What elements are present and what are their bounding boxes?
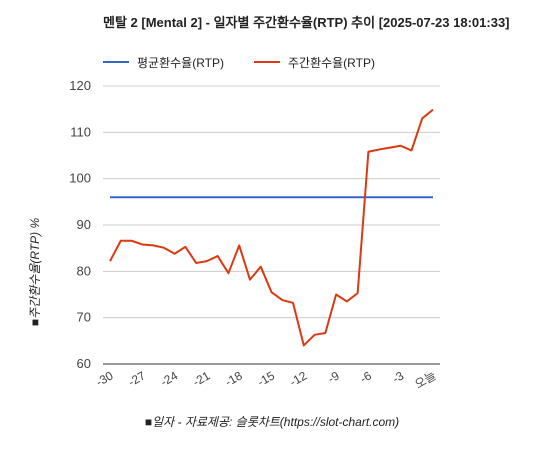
series-line-weekly-rtp[interactable] [109, 108, 434, 347]
y-tick-label: 70 [77, 310, 91, 325]
x-tick-label: -3 [390, 368, 407, 386]
y-tick-label: 90 [77, 217, 91, 232]
x-tick-label: 오늘 [412, 368, 438, 391]
y-axis-label: ■주간환수율(RTP) % [28, 218, 42, 327]
x-tick-label: -24 [158, 368, 180, 389]
legend-item-weekly[interactable]: 주간환수율(RTP) [253, 54, 375, 71]
y-tick-label: 120 [69, 78, 91, 93]
y-tick-label: 100 [69, 171, 91, 186]
legend-swatch-weekly [253, 61, 280, 63]
y-tick-label: 110 [70, 124, 91, 139]
x-tick-label: -15 [255, 368, 277, 389]
legend: 평균환수율(RTP) 주간환수율(RTP) [103, 53, 405, 71]
legend-label-average: 평균환수율(RTP) [137, 55, 224, 70]
legend-item-average[interactable]: 평균환수율(RTP) [103, 54, 224, 71]
x-tick-label: -30 [93, 368, 115, 389]
legend-swatch-average [103, 61, 129, 63]
x-tick-label: -12 [287, 368, 309, 389]
chart-title: 멘탈 2 [Mental 2] - 일자별 주간환수율(RTP) 추이 [202… [103, 15, 510, 30]
x-tick-label: -27 [126, 368, 148, 389]
y-tick-label: 60 [77, 356, 91, 371]
x-axis-label: ■일자 - 자료제공: 슬롯차트(https://slot-chart.com) [145, 415, 399, 429]
x-tick-label: -18 [223, 368, 245, 389]
legend-label-weekly: 주간환수율(RTP) [287, 55, 375, 70]
y-tick-label: 80 [77, 263, 91, 278]
x-tick-label: -21 [190, 368, 212, 389]
x-tick-label: -9 [325, 368, 342, 386]
x-tick-label: -6 [358, 368, 375, 386]
